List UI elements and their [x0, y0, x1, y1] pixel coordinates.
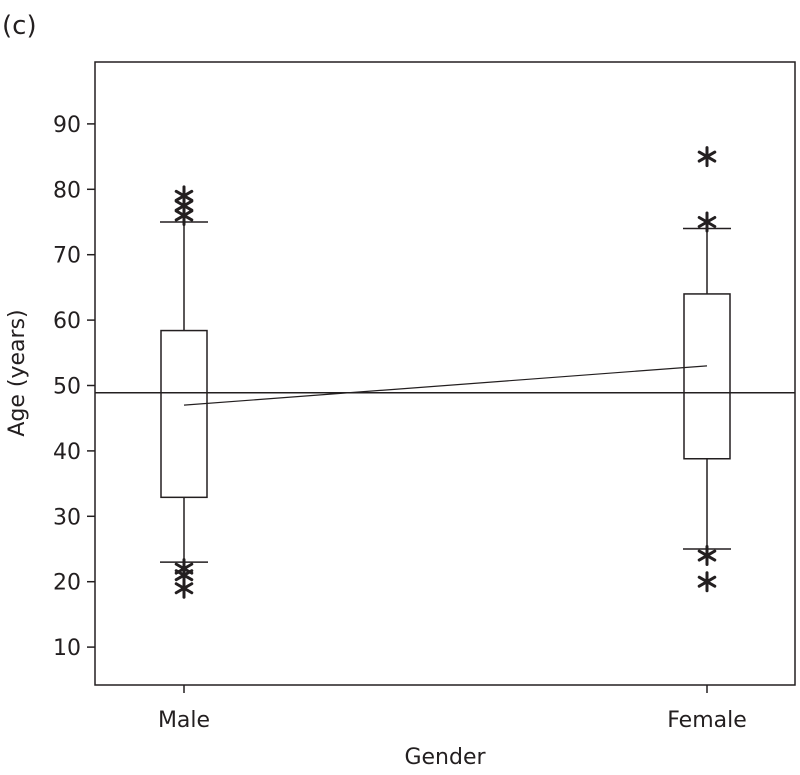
- x-tick-label: Female: [667, 708, 747, 733]
- y-tick-label: 60: [53, 309, 81, 334]
- y-tick-label: 30: [53, 505, 81, 530]
- plot-frame: [94, 61, 796, 686]
- y-tick-label: 70: [53, 244, 81, 269]
- y-tick-label: 20: [53, 571, 81, 596]
- outlier-point: [697, 545, 717, 567]
- y-tick-label: 40: [53, 440, 81, 465]
- outlier-point: [697, 211, 717, 233]
- y-tick-label: 90: [53, 113, 81, 138]
- box-male: [160, 329, 208, 499]
- mean-connect-line: [183, 365, 708, 406]
- x-tick-label: Male: [158, 708, 210, 733]
- y-tick-label: 10: [53, 636, 81, 661]
- outlier-point: [174, 577, 194, 599]
- panel-label: (c): [2, 11, 37, 41]
- y-axis-label: Age (years): [5, 309, 30, 436]
- outlier-point: [697, 146, 717, 168]
- outlier-point: [174, 204, 194, 226]
- box-female: [683, 293, 731, 460]
- y-tick-label: 50: [53, 375, 81, 400]
- x-axis-label: Gender: [404, 745, 486, 770]
- y-tick-label: 80: [53, 178, 81, 203]
- outlier-point: [697, 571, 717, 593]
